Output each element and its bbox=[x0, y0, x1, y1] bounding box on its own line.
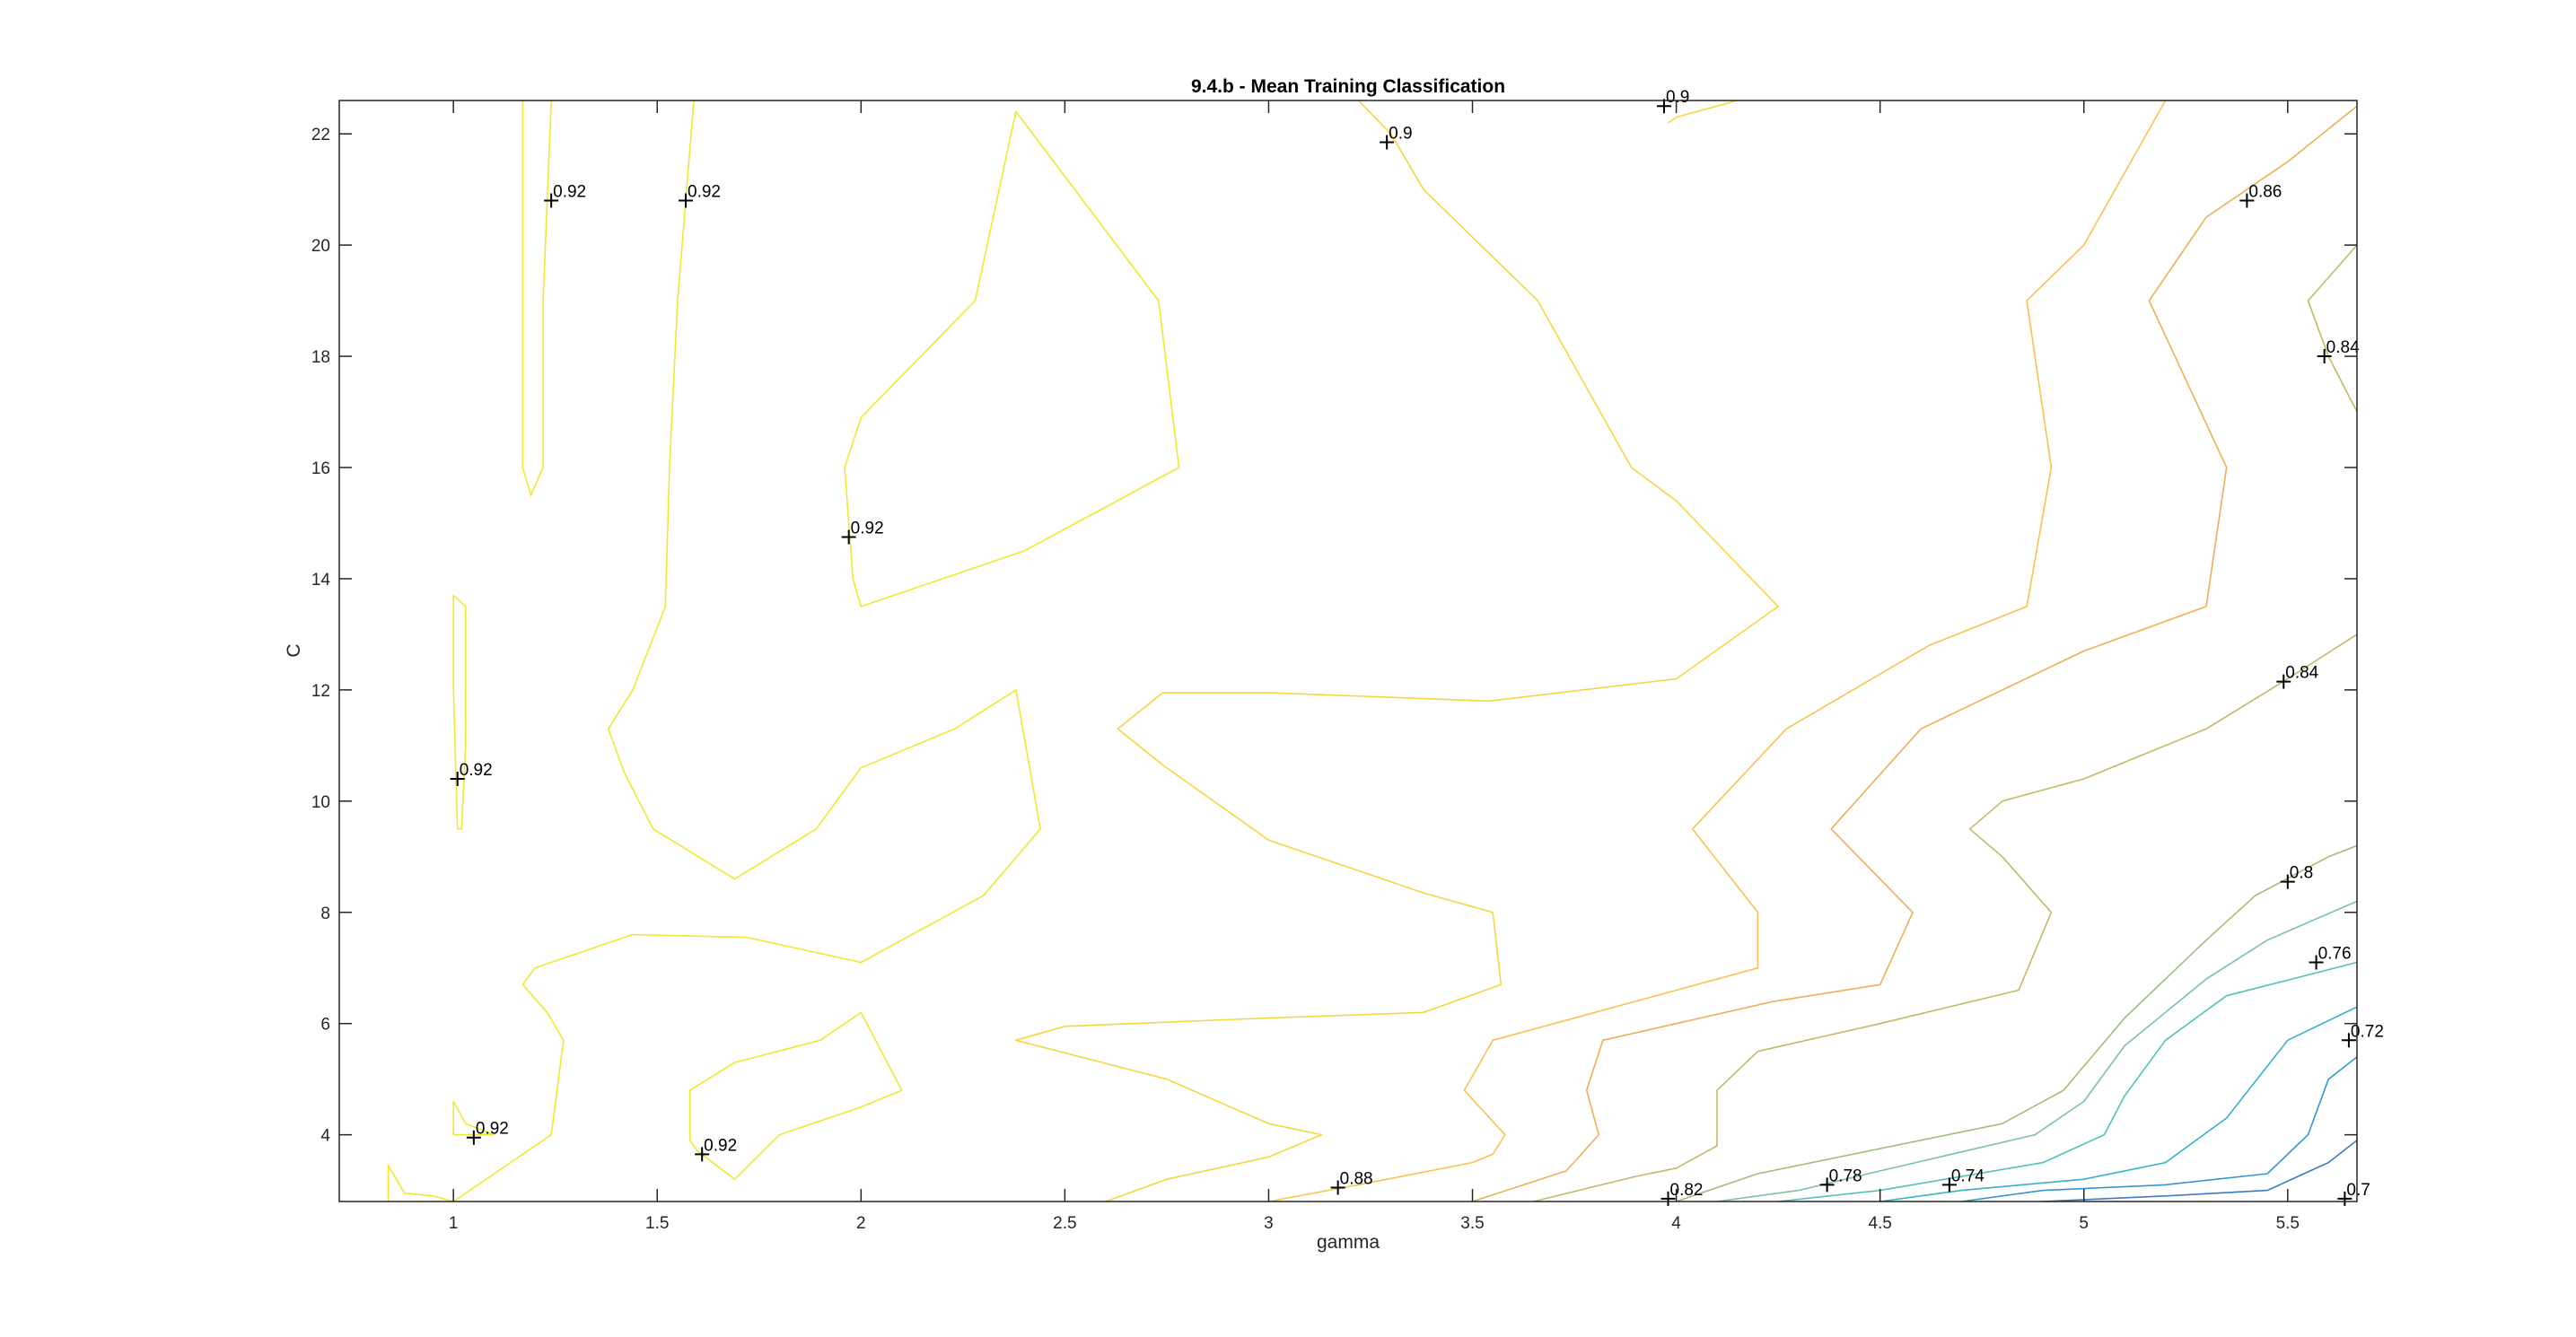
contour-label-marker-0 bbox=[544, 193, 559, 208]
contour-line-0-74-17 bbox=[1961, 1056, 2358, 1202]
contour-label-text-1: 0.92 bbox=[688, 183, 721, 202]
axes-background bbox=[339, 100, 2357, 1202]
x-tick-label-9: 5.5 bbox=[2276, 1214, 2300, 1233]
y-tick-label-3: 10 bbox=[311, 793, 330, 812]
y-tick-label-0: 4 bbox=[320, 1127, 330, 1146]
contour-label-text-9: 0.86 bbox=[2248, 183, 2282, 202]
contour-label-text-2: 0.92 bbox=[851, 519, 884, 537]
contour-line-0-9-7 bbox=[1015, 100, 1779, 1202]
y-axis-ticks: 4 6 8 10 12 14 16 18 20 22 bbox=[311, 126, 2357, 1146]
contour-label-marker-16 bbox=[1941, 1177, 1957, 1193]
contour-label-marker-11 bbox=[2276, 674, 2291, 689]
contour-label-marker-12 bbox=[1660, 1191, 1676, 1206]
contour-line-0-78-15 bbox=[1778, 961, 2358, 1202]
contour-line-0-9-8 bbox=[1668, 100, 1738, 124]
contour-line-0-76-16 bbox=[1879, 1006, 2358, 1202]
y-axis-label: C bbox=[284, 643, 304, 657]
x-tick-label-5: 3.5 bbox=[1460, 1214, 1484, 1233]
contour-label-text-11: 0.84 bbox=[2285, 664, 2318, 683]
contour-line-0-72-18 bbox=[2043, 1140, 2358, 1202]
x-tick-label-6: 4 bbox=[1671, 1214, 1681, 1233]
contour-line-0-92-0 bbox=[521, 100, 552, 496]
contour-label-marker-13 bbox=[2280, 874, 2295, 889]
contour-line-0-92-1 bbox=[452, 100, 1041, 1202]
contour-labels: 0.92 0.92 0.92 0.92 0.92 0.92 0.9 0.9 0.88 0.86 0.… bbox=[450, 88, 2384, 1206]
contour-label-marker-6 bbox=[1380, 135, 1395, 150]
contour-label-marker-9 bbox=[2239, 193, 2255, 208]
contour-line-0-84-12 bbox=[2307, 244, 2358, 413]
contour-label-text-17: 0.72 bbox=[2351, 1022, 2384, 1041]
contour-label-marker-5 bbox=[695, 1147, 710, 1162]
contour-label-marker-1 bbox=[679, 193, 694, 208]
y-tick-label-6: 16 bbox=[311, 459, 330, 478]
contour-label-marker-7 bbox=[1656, 99, 1671, 114]
y-tick-label-1: 6 bbox=[320, 1016, 330, 1035]
contour-label-text-15: 0.76 bbox=[2318, 945, 2352, 964]
contour-label-text-10: 0.84 bbox=[2326, 338, 2360, 357]
contour-label-marker-8 bbox=[1330, 1180, 1345, 1195]
contour-label-marker-14 bbox=[1819, 1177, 1835, 1193]
contour-line-0-92-5 bbox=[688, 1011, 903, 1180]
contour-label-marker-4 bbox=[466, 1130, 481, 1145]
contour-label-text-3: 0.92 bbox=[460, 761, 493, 780]
contour-label-text-16: 0.74 bbox=[1951, 1167, 1985, 1185]
contour-lines bbox=[387, 100, 2358, 1202]
x-axis-label: gamma bbox=[1317, 1232, 1380, 1253]
x-tick-label-8: 5 bbox=[2079, 1214, 2089, 1233]
contour-label-marker-18 bbox=[2337, 1191, 2353, 1206]
x-tick-label-4: 3 bbox=[1264, 1214, 1274, 1233]
y-tick-label-5: 14 bbox=[311, 571, 331, 590]
y-tick-label-2: 8 bbox=[320, 904, 330, 923]
contour-line-0-86-10 bbox=[1472, 105, 2358, 1202]
contour-label-text-6: 0.9 bbox=[1389, 124, 1412, 143]
x-tick-label-3: 2.5 bbox=[1053, 1214, 1076, 1233]
contour-line-0-92-2 bbox=[452, 1100, 495, 1136]
contour-line-0-92-6 bbox=[387, 1164, 454, 1202]
contour-line-0-92-4 bbox=[844, 110, 1180, 607]
y-tick-label-7: 18 bbox=[311, 348, 330, 367]
x-axis-ticks: 1 1.5 2 2.5 3 3.5 4 4.5 5 5.5 bbox=[449, 100, 2300, 1233]
y-tick-label-4: 12 bbox=[311, 682, 330, 701]
x-tick-label-0: 1 bbox=[449, 1214, 459, 1233]
contour-label-text-18: 0.7 bbox=[2346, 1181, 2370, 1200]
plot-area: 0.92 0.920.920.920.920.920.90.90.880.860.… bbox=[311, 88, 2384, 1233]
contour-label-marker-17 bbox=[2341, 1033, 2356, 1048]
contour-label-text-12: 0.82 bbox=[1670, 1181, 1704, 1200]
contour-label-text-14: 0.78 bbox=[1829, 1167, 1862, 1185]
chart-title: 9.4.b - Mean Training Classification bbox=[1191, 76, 1505, 97]
contour-label-text-8: 0.88 bbox=[1340, 1170, 1373, 1189]
contour-label-marker-2 bbox=[841, 529, 856, 545]
contour-line-0-88-9 bbox=[1268, 100, 2167, 1202]
x-tick-label-2: 2 bbox=[856, 1214, 866, 1233]
contour-line-0-82-13 bbox=[1676, 844, 2358, 1202]
contour-line-0-92-3 bbox=[452, 594, 467, 830]
y-tick-label-8: 20 bbox=[311, 237, 330, 256]
x-tick-label-1: 1.5 bbox=[645, 1214, 669, 1233]
y-tick-label-9: 22 bbox=[311, 126, 330, 144]
contour-label-marker-10 bbox=[2317, 349, 2332, 364]
x-tick-label-7: 4.5 bbox=[1868, 1214, 1891, 1233]
contour-label-text-7: 0.9 bbox=[1666, 88, 1689, 107]
contour-label-text-13: 0.8 bbox=[2290, 864, 2313, 883]
contour-label-text-5: 0.92 bbox=[704, 1136, 737, 1155]
contour-line-0-8-14 bbox=[1716, 900, 2358, 1202]
contour-label-marker-15 bbox=[2309, 955, 2324, 970]
contour-label-text-0: 0.92 bbox=[553, 183, 586, 202]
contour-label-marker-3 bbox=[450, 772, 465, 787]
contour-label-text-4: 0.92 bbox=[476, 1120, 509, 1139]
axes-box bbox=[338, 100, 2358, 1202]
contour-line-0-84-11 bbox=[1533, 634, 2358, 1202]
